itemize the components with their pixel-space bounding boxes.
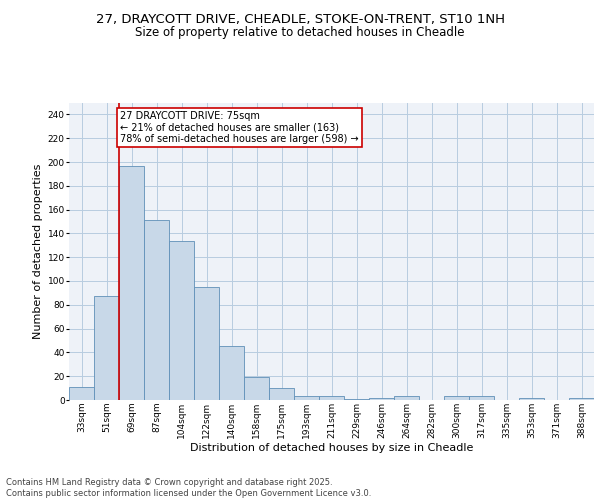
Bar: [394, 396, 419, 400]
Bar: [519, 398, 544, 400]
Bar: [444, 396, 469, 400]
Bar: [344, 399, 369, 400]
Bar: [319, 396, 344, 400]
Text: 27, DRAYCOTT DRIVE, CHEADLE, STOKE-ON-TRENT, ST10 1NH: 27, DRAYCOTT DRIVE, CHEADLE, STOKE-ON-TR…: [95, 12, 505, 26]
Text: 27 DRAYCOTT DRIVE: 75sqm
← 21% of detached houses are smaller (163)
78% of semi-: 27 DRAYCOTT DRIVE: 75sqm ← 21% of detach…: [120, 111, 359, 144]
Bar: [144, 220, 169, 400]
X-axis label: Distribution of detached houses by size in Cheadle: Distribution of detached houses by size …: [190, 444, 473, 454]
Text: Contains HM Land Registry data © Crown copyright and database right 2025.
Contai: Contains HM Land Registry data © Crown c…: [6, 478, 371, 498]
Bar: [119, 166, 144, 400]
Bar: [69, 387, 94, 400]
Bar: [469, 396, 494, 400]
Bar: [369, 398, 394, 400]
Bar: [294, 396, 319, 400]
Bar: [169, 240, 194, 400]
Bar: [194, 287, 219, 400]
Bar: [219, 346, 244, 400]
Text: Size of property relative to detached houses in Cheadle: Size of property relative to detached ho…: [135, 26, 465, 39]
Bar: [94, 296, 119, 400]
Bar: [569, 398, 594, 400]
Bar: [269, 388, 294, 400]
Bar: [244, 378, 269, 400]
Y-axis label: Number of detached properties: Number of detached properties: [34, 164, 43, 339]
